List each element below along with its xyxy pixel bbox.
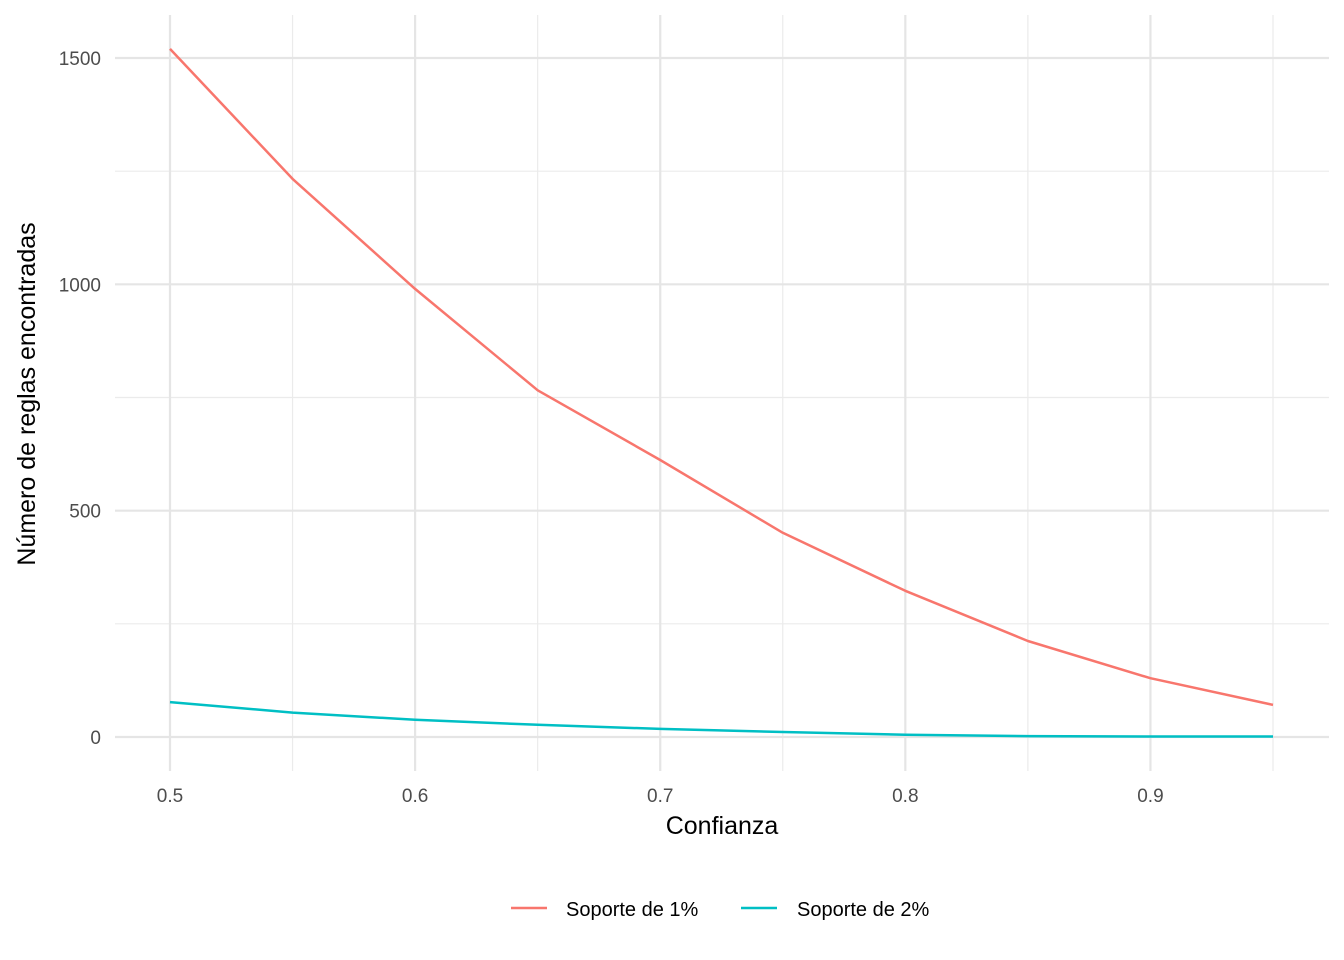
y-tick-label: 0 — [90, 728, 101, 749]
y-axis-tick-labels: 0 500 1000 1500 — [59, 49, 101, 749]
x-axis-title: Confianza — [666, 812, 779, 840]
legend: Soporte de 1% Soporte de 2% — [511, 899, 930, 921]
data-series — [169, 48, 1274, 738]
x-tick-label: 0.9 — [1137, 786, 1163, 807]
legend-label: Soporte de 2% — [797, 899, 930, 921]
major-gridlines — [115, 15, 1329, 771]
y-tick-label: 1000 — [59, 275, 101, 296]
legend-item-soporte-2[interactable]: Soporte de 2% — [741, 899, 930, 921]
legend-item-soporte-1[interactable]: Soporte de 1% — [511, 899, 699, 921]
minor-gridlines — [115, 15, 1329, 771]
x-tick-label: 0.8 — [892, 786, 918, 807]
x-axis-tick-labels: 0.5 0.6 0.7 0.8 0.9 — [157, 786, 1164, 807]
x-tick-label: 0.6 — [402, 786, 428, 807]
x-tick-label: 0.5 — [157, 786, 183, 807]
y-tick-label: 500 — [69, 502, 101, 523]
y-axis-title: Número de reglas encontradas — [13, 222, 41, 565]
x-tick-label: 0.7 — [647, 786, 673, 807]
legend-label: Soporte de 1% — [566, 899, 699, 921]
series-line-1 — [169, 48, 1274, 707]
y-tick-label: 1500 — [59, 49, 101, 70]
series-line-2 — [169, 700, 1273, 738]
